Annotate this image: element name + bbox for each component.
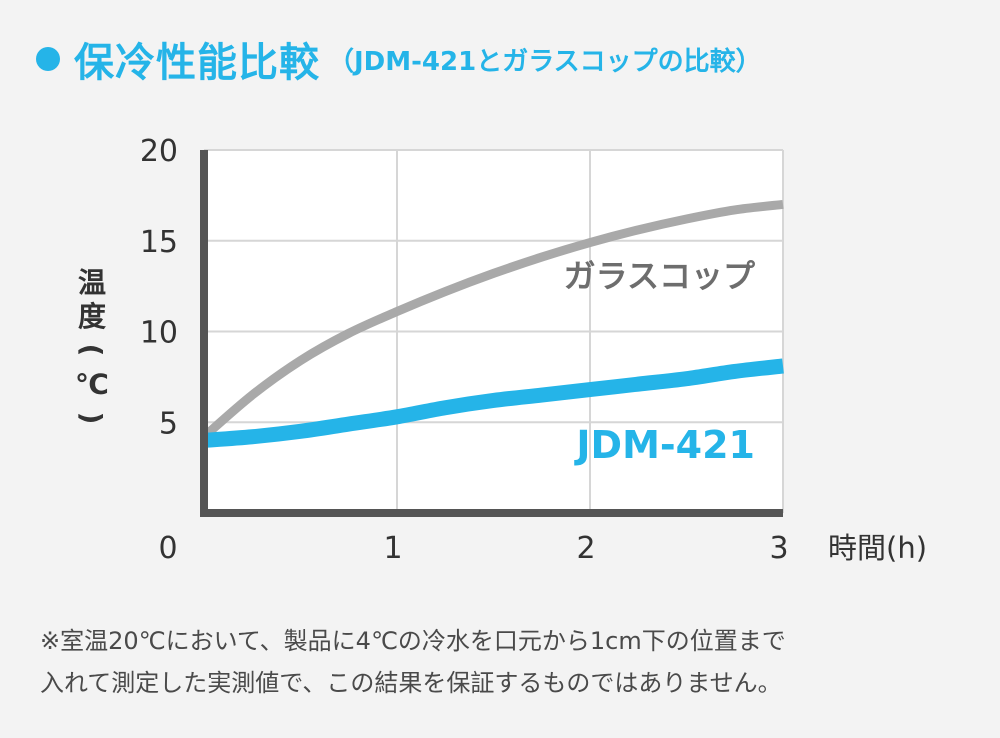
axes [200,150,783,517]
series-line-glass [201,199,784,441]
y-axis-label-char: ℃ [75,368,109,401]
grid-lines [204,149,784,513]
y-axis-label-char: ( [75,344,108,357]
y-axis-label-char: 温 [78,266,106,299]
footnote-line-2: 入れて測定した実測値で、この結果を保証するものではありません。 [40,669,782,697]
tick-labels: 5 10 15 20 0 1 2 3 [140,134,789,566]
chart-title: 保冷性能比較 （JDM-421とガラスコップの比較） [36,30,762,88]
series-line-jdm421 [203,358,784,448]
series-label-jdm421: JDM-421 [573,423,755,467]
y-axis-label-char: 度 [78,300,106,333]
y-tick-label: 15 [140,225,178,260]
x-axis-label: 時間(h) [828,531,927,565]
y-tick-label: 5 [159,406,178,441]
footnote-line-1: ※室温20℃において、製品に4℃の冷水を口元から1cm下の位置まで [40,627,786,655]
series-lines [201,199,784,448]
x-tick-label: 3 [769,531,788,566]
x-tick-label: 2 [576,531,595,566]
y-axis-label-char: ) [75,412,108,425]
y-tick-label: 20 [140,134,178,169]
title-main: 保冷性能比較 [74,40,320,86]
footnote: ※室温20℃において、製品に4℃の冷水を口元から1cm下の位置まで 入れて測定し… [40,620,980,704]
bullet-dot-icon [36,47,60,71]
title-sub: （JDM-421とガラスコップの比較） [328,46,762,77]
x-tick-label: 1 [383,531,402,566]
y-tick-label: 10 [140,316,178,351]
y-axis-label: 温度 ( ℃) [75,266,109,424]
series-labels: ガラスコップ JDM-421 [564,257,756,467]
x-tick-label: 0 [158,531,177,566]
line-chart: 5 10 15 20 0 1 2 3 ガラスコップ JDM-421 時間(h) 温度 ( ℃) [75,134,927,566]
series-label-glass: ガラスコップ [564,257,756,295]
